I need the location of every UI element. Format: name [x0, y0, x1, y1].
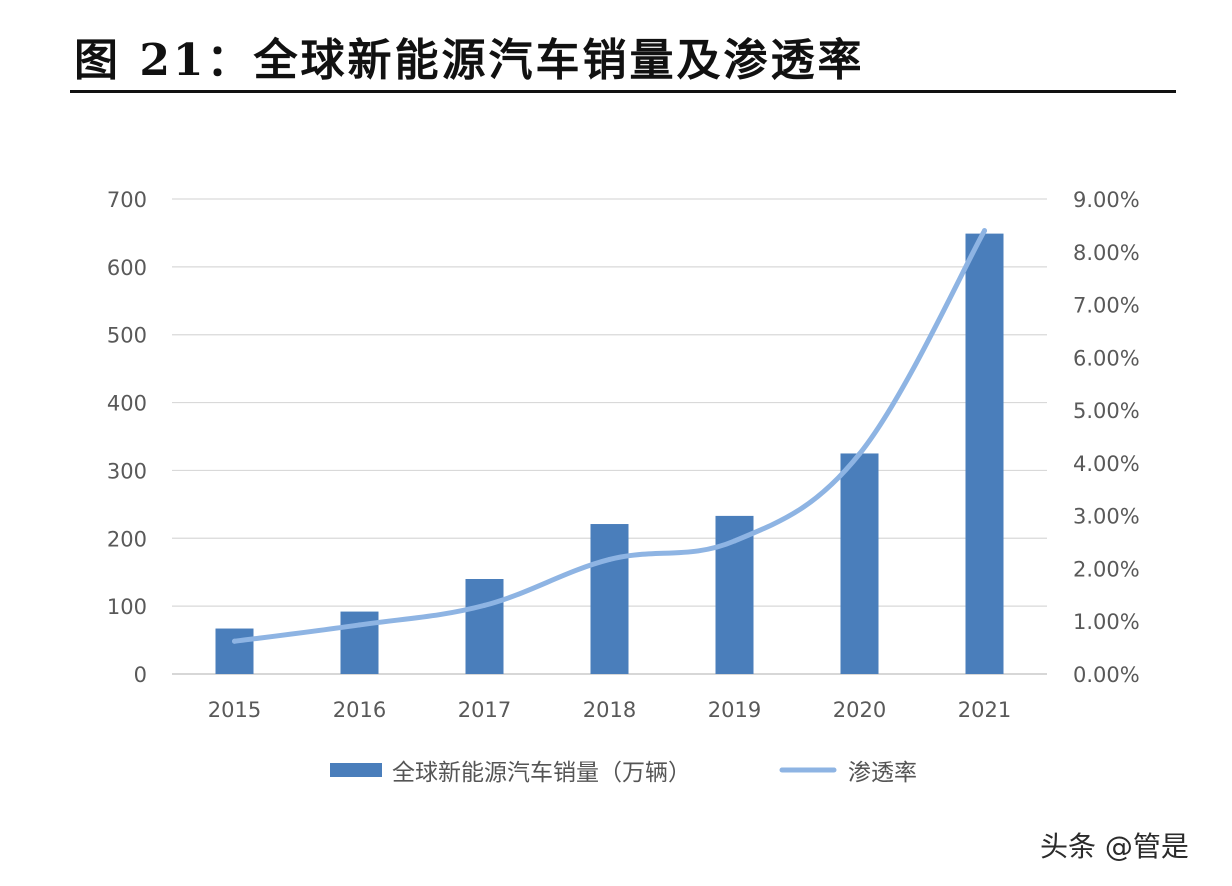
y-left-tick-label: 0	[134, 663, 147, 687]
line-point-2017	[482, 602, 487, 608]
line-point-2016	[357, 622, 362, 628]
y-right-tick-label: 5.00%	[1073, 399, 1140, 423]
bar-2021	[965, 233, 1004, 674]
y-right-tick-label: 2.00%	[1073, 557, 1140, 581]
line-point-2019	[732, 538, 737, 544]
left-axis-tick-labels: 0 100 200 300 400 500 600 700	[107, 188, 147, 687]
bar-2020	[840, 453, 879, 674]
sales-bars	[215, 233, 1004, 674]
y-right-tick-label: 9.00%	[1073, 188, 1140, 212]
y-right-tick-label: 6.00%	[1073, 346, 1140, 370]
line-point-2018	[607, 556, 612, 562]
figure-title: 图 21：全球新能源汽车销量及渗透率	[74, 35, 865, 86]
right-axis-tick-labels: 0.00% 1.00% 2.00% 3.00% 4.00% 5.00% 6.00% 7.00%…	[1073, 188, 1140, 687]
y-left-tick-label: 600	[107, 256, 147, 280]
bar-2017	[465, 579, 504, 674]
y-right-tick-label: 7.00%	[1073, 294, 1140, 318]
x-axis-tick-labels: 2015 2016 2017 2018 2019 2020 2021	[208, 698, 1011, 722]
gridlines	[172, 198, 1047, 675]
legend-sales-label: 全球新能源汽车销量（万辆）	[392, 760, 691, 786]
y-left-tick-label: 700	[107, 188, 147, 212]
x-tick-label: 2018	[583, 698, 636, 722]
bar-2018	[590, 524, 629, 674]
line-point-2015	[232, 638, 237, 644]
y-right-tick-label: 4.00%	[1073, 452, 1140, 476]
line-point-2020	[857, 451, 862, 457]
x-tick-label: 2021	[958, 698, 1011, 722]
x-tick-label: 2016	[333, 698, 386, 722]
x-tick-label: 2020	[833, 698, 886, 722]
y-left-tick-label: 300	[107, 459, 147, 483]
y-left-tick-label: 500	[107, 324, 147, 348]
y-left-tick-label: 200	[107, 527, 147, 551]
bar-2015	[215, 628, 254, 674]
legend: 全球新能源汽车销量（万辆） 渗透率	[330, 760, 917, 786]
x-tick-label: 2019	[708, 698, 761, 722]
legend-penetration-label: 渗透率	[848, 760, 917, 786]
y-right-tick-label: 8.00%	[1073, 241, 1140, 265]
line-point-2021	[982, 228, 987, 234]
y-right-tick-label: 3.00%	[1073, 505, 1140, 529]
y-left-tick-label: 100	[107, 595, 147, 619]
y-right-tick-label: 1.00%	[1073, 610, 1140, 634]
x-tick-label: 2017	[458, 698, 511, 722]
y-left-tick-label: 400	[107, 392, 147, 416]
watermark: 头条 @管是	[1040, 830, 1189, 863]
penetration-line	[232, 228, 987, 644]
title-divider	[70, 90, 1176, 93]
x-tick-label: 2015	[208, 698, 261, 722]
legend-bar-swatch	[330, 763, 382, 777]
y-right-tick-label: 0.00%	[1073, 663, 1140, 687]
